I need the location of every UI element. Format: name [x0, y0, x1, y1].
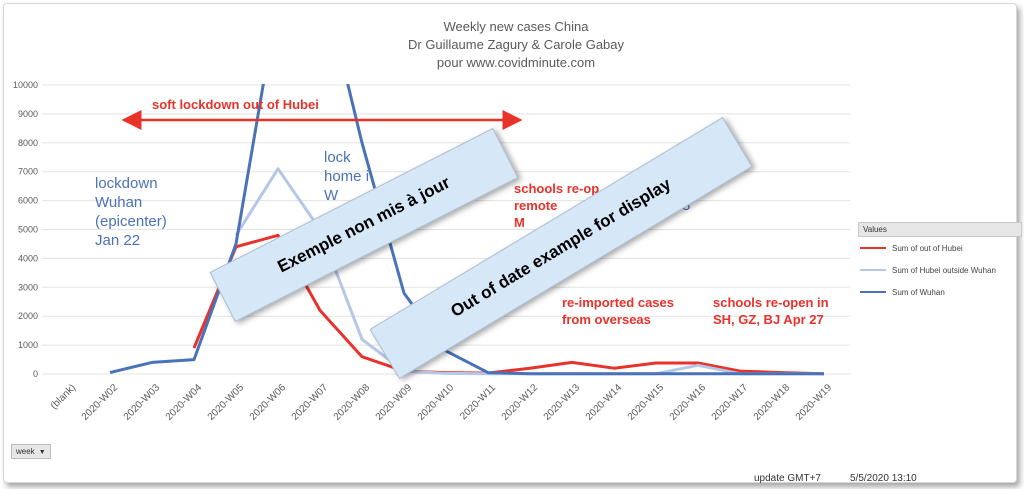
y-tick-label: 3000 — [18, 282, 38, 292]
y-tick-label: 1000 — [18, 340, 38, 350]
legend-label: Sum of out of Hubei — [892, 243, 963, 253]
annotation-line: lockdown — [95, 175, 158, 192]
x-tick-label: 2020-W13 — [542, 382, 583, 423]
x-tick-label: 2020-W09 — [374, 382, 415, 423]
annotation-line: home i — [324, 168, 370, 185]
legend-label: Sum of Hubei outside Wuhan — [892, 265, 996, 275]
annotation-lockdown-wuhan: lockdown Wuhan (epicenter) Jan 22 — [95, 174, 167, 250]
legend-item[interactable]: Sum of Wuhan — [858, 281, 1022, 303]
chart-title: Weekly new cases China Dr Guillaume Zagu… — [304, 18, 728, 72]
annotation-line: SH, GZ, BJ Apr 27 — [713, 312, 824, 327]
week-filter-button[interactable]: week ▼ — [11, 444, 51, 459]
x-tick-label: 2020-W07 — [290, 382, 331, 423]
title-line-3: pour www.covidminute.com — [436, 55, 596, 70]
legend-swatch — [860, 269, 886, 271]
y-tick-label: 10000 — [13, 80, 38, 90]
title-line-2: Dr Guillaume Zagury & Carole Gabay — [407, 37, 625, 52]
annotation-lock-home: lock home i W — [324, 148, 369, 205]
x-tick-label: 2020-W04 — [164, 382, 205, 423]
x-tick-label: 2020-W14 — [584, 382, 625, 423]
chart-frame: Weekly new cases China Dr Guillaume Zagu… — [3, 3, 1017, 483]
y-tick-label: 5000 — [18, 225, 38, 235]
legend-item[interactable]: Sum of Hubei outside Wuhan — [858, 259, 1022, 281]
annotation-line: schools re-op — [514, 181, 600, 196]
x-tick-label: 2020-W17 — [710, 382, 751, 423]
annotation-line: W — [324, 187, 339, 204]
x-tick-label: 2020-W15 — [626, 382, 667, 423]
annotation-line: (epicenter) — [95, 213, 167, 230]
legend-header: Values — [858, 222, 1022, 237]
x-tick-label: 2020-W19 — [794, 382, 835, 423]
x-tick-label: 2020-W08 — [332, 382, 373, 423]
annotation-line: lock — [324, 149, 351, 166]
update-label: update GMT+7 — [754, 473, 821, 484]
x-tick-label: 2020-W10 — [416, 382, 457, 423]
y-tick-label: 2000 — [18, 311, 38, 321]
x-tick-label: 2020-W16 — [668, 382, 709, 423]
y-tick-label: 4000 — [18, 253, 38, 263]
y-tick-label: 9000 — [18, 109, 38, 119]
chevron-down-icon: ▼ — [38, 449, 46, 456]
y-tick-label: 6000 — [18, 196, 38, 206]
annotation-line: schools re-open in — [713, 295, 829, 310]
legend-swatch — [860, 247, 886, 249]
annotation-line: M — [514, 215, 525, 230]
update-date: 5/5/2020 13:10 — [850, 473, 917, 484]
annotation-schools-reopen-2: schools re-open in SH, GZ, BJ Apr 27 — [713, 294, 829, 328]
x-tick-label: 2020-W11 — [458, 382, 498, 422]
title-line-1: Weekly new cases China — [443, 19, 589, 34]
annotation-line: Jan 22 — [95, 232, 141, 249]
x-tick-label: 2020-W02 — [80, 382, 121, 423]
annotation-soft-lockdown: soft lockdown out of Hubei — [152, 97, 319, 112]
week-filter-label: week — [16, 447, 35, 456]
x-tick-label: 2020-W03 — [122, 382, 163, 423]
y-tick-label: 8000 — [18, 138, 38, 148]
y-tick-label: 7000 — [18, 167, 38, 177]
annotation-schools-reopen-1: schools re-op remote M — [514, 180, 599, 231]
x-tick-label: 2020-W06 — [248, 382, 289, 423]
annotation-reimported: re-imported cases from overseas — [562, 294, 674, 328]
annotation-line: re-imported cases — [562, 295, 674, 310]
x-tick-label: (blank) — [49, 382, 78, 411]
x-tick-label: 2020-W18 — [752, 382, 793, 423]
legend-label: Sum of Wuhan — [892, 287, 945, 297]
legend-item[interactable]: Sum of out of Hubei — [858, 237, 1022, 259]
annotation-line: remote — [514, 198, 558, 213]
x-tick-label: 2020-W12 — [500, 382, 541, 423]
annotation-line: Wuhan — [95, 194, 143, 211]
legend-swatch — [860, 291, 886, 293]
x-tick-label: 2020-W05 — [206, 382, 247, 423]
y-tick-label: 0 — [33, 369, 38, 379]
annotation-line: from overseas — [562, 312, 651, 327]
chart-legend: Values Sum of out of Hubei Sum of Hubei … — [858, 222, 1022, 297]
